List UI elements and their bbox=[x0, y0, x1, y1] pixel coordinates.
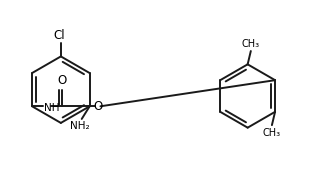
Text: CH₃: CH₃ bbox=[242, 39, 260, 49]
Text: Cl: Cl bbox=[53, 29, 65, 41]
Text: NH: NH bbox=[45, 103, 60, 113]
Text: CH₃: CH₃ bbox=[263, 128, 281, 138]
Text: O: O bbox=[93, 100, 102, 113]
Text: O: O bbox=[57, 74, 66, 87]
Text: NH₂: NH₂ bbox=[70, 122, 90, 132]
